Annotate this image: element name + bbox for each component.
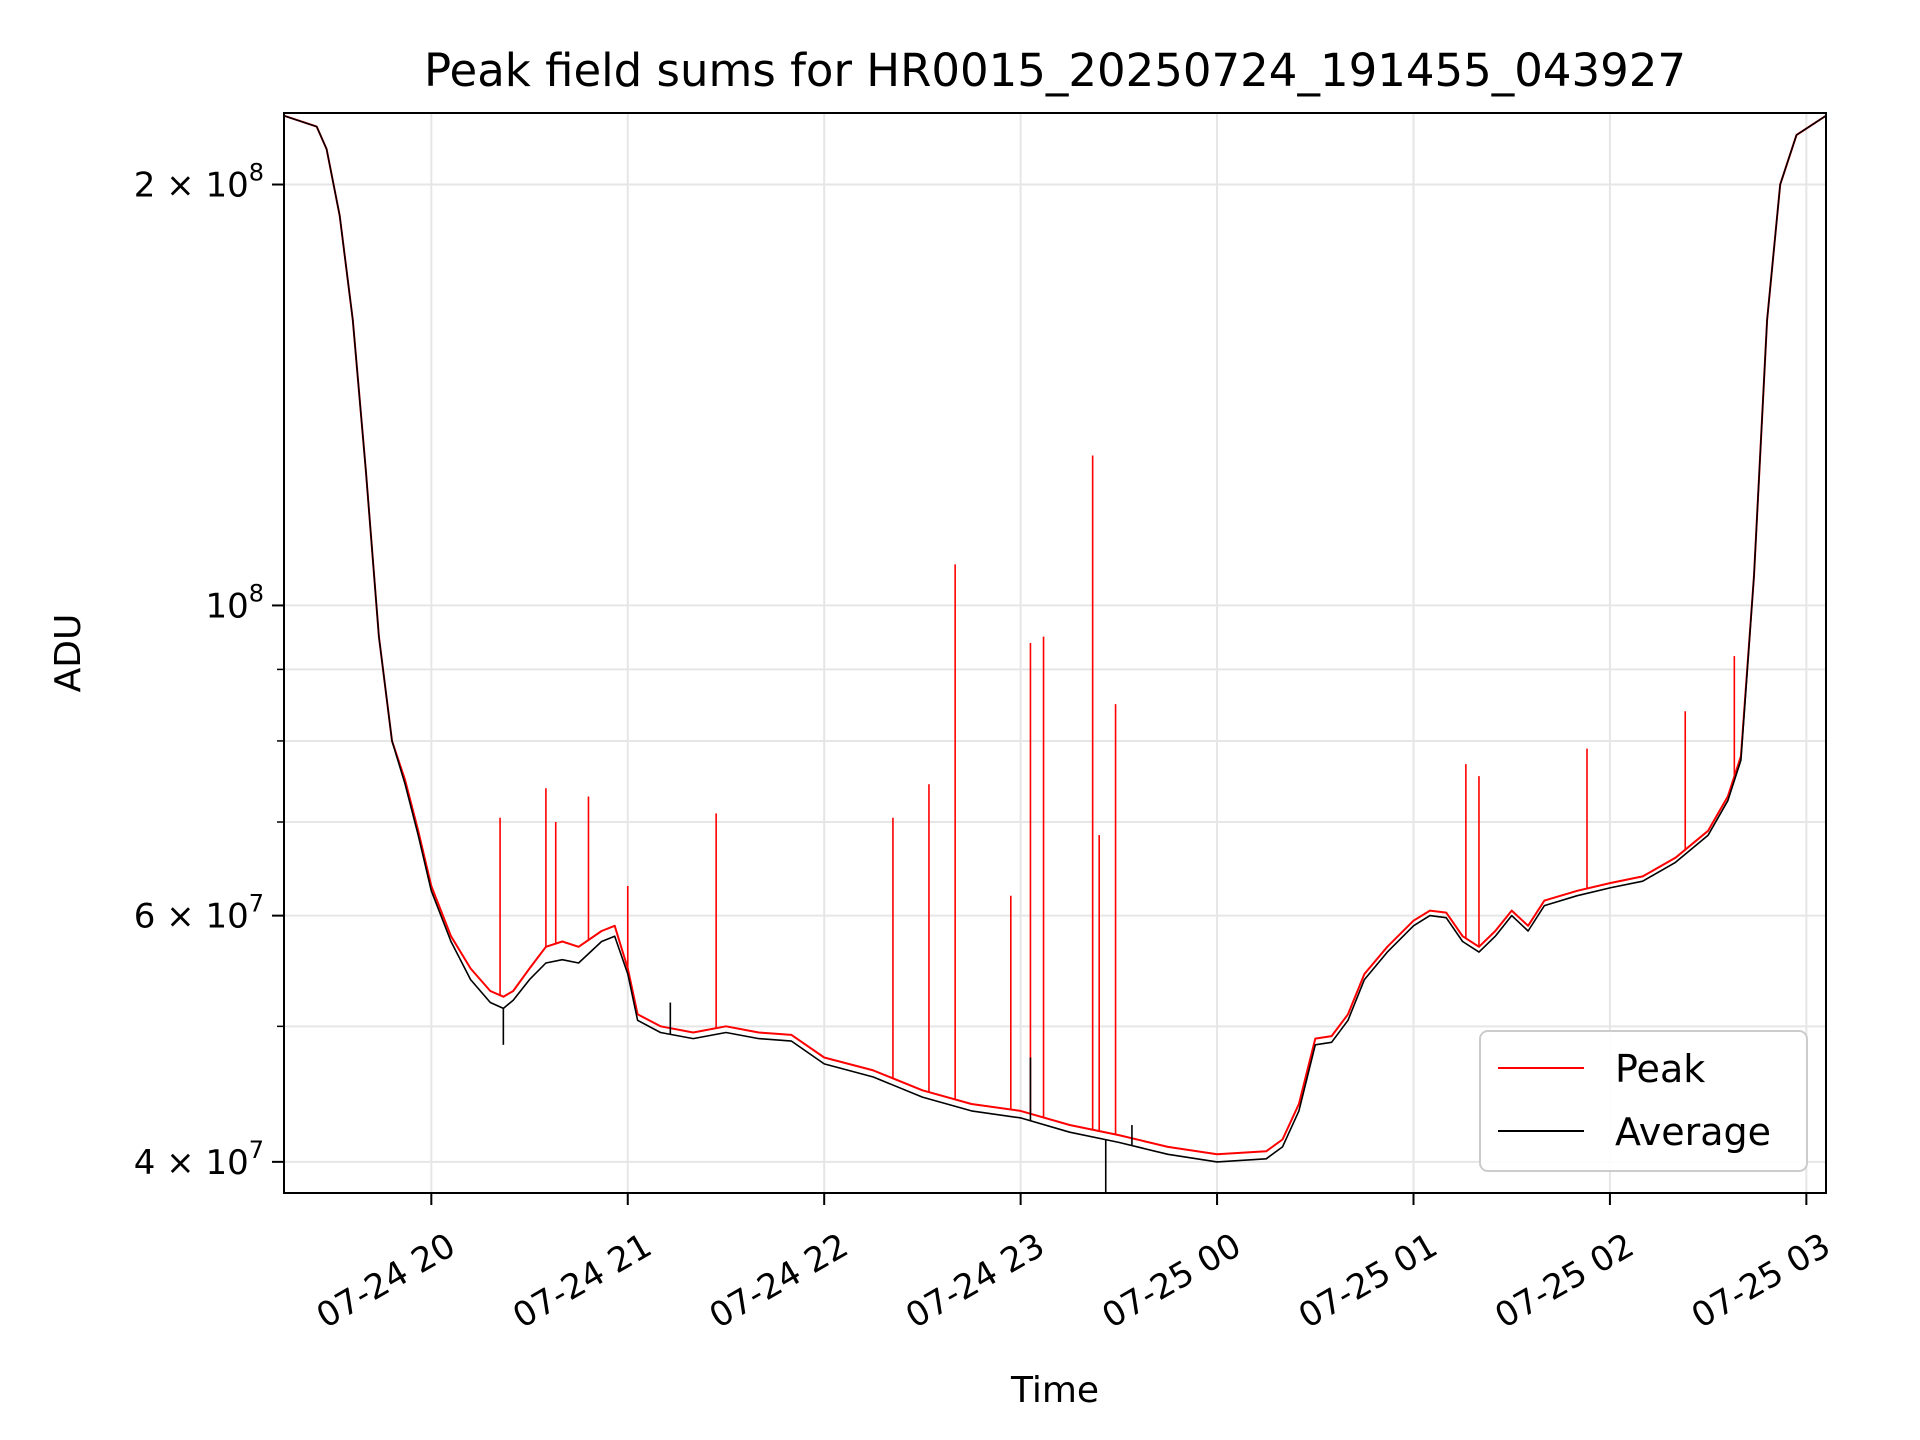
- series-line-peak: [283, 114, 1827, 1156]
- y-tick-label: 4 × 107: [134, 1136, 264, 1183]
- y-tick-label: 2 × 108: [134, 159, 264, 206]
- y-tick-label: 6 × 107: [134, 890, 264, 937]
- y-axis: 4 × 107 6 × 107 108 2 × 108: [134, 159, 284, 1183]
- y-axis-label: ADU: [48, 614, 89, 693]
- legend: Peak Average: [1479, 1030, 1808, 1172]
- plot-frame: [283, 112, 1827, 1194]
- series-line-average: [283, 114, 1827, 1163]
- chart-title: Peak field sums for HR0015_20250724_1914…: [424, 44, 1686, 97]
- legend-label-peak: Peak: [1615, 1047, 1705, 1091]
- legend-label-average: Average: [1615, 1110, 1771, 1154]
- legend-box: [1479, 1030, 1808, 1172]
- x-axis-label: Time: [1010, 1370, 1099, 1411]
- series-layer: [283, 114, 1827, 1193]
- y-tick-label: 108: [205, 579, 264, 626]
